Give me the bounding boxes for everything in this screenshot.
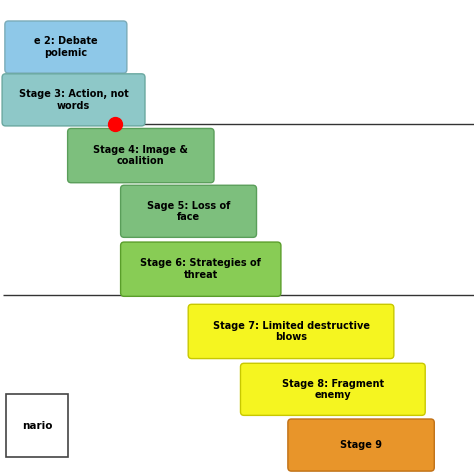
FancyBboxPatch shape [6, 394, 68, 457]
FancyBboxPatch shape [288, 419, 434, 471]
FancyBboxPatch shape [2, 74, 145, 126]
Text: Stage 4: Image &
coalition: Stage 4: Image & coalition [93, 145, 188, 166]
FancyBboxPatch shape [240, 363, 425, 415]
FancyBboxPatch shape [188, 304, 394, 358]
Text: Stage 8: Fragment
enemy: Stage 8: Fragment enemy [282, 379, 384, 400]
Text: nario: nario [22, 420, 52, 430]
Text: Stage 9: Stage 9 [340, 440, 382, 450]
FancyBboxPatch shape [68, 128, 214, 182]
Text: Stage 6: Strategies of
threat: Stage 6: Strategies of threat [140, 258, 261, 280]
Text: Stage 3: Action, not
words: Stage 3: Action, not words [18, 89, 128, 110]
FancyBboxPatch shape [5, 21, 127, 73]
Text: Stage 7: Limited destructive
blows: Stage 7: Limited destructive blows [212, 320, 370, 342]
FancyBboxPatch shape [120, 242, 281, 296]
Text: e 2: Debate
polemic: e 2: Debate polemic [34, 36, 98, 58]
FancyBboxPatch shape [120, 185, 256, 237]
Text: Sage 5: Loss of
face: Sage 5: Loss of face [147, 201, 230, 222]
